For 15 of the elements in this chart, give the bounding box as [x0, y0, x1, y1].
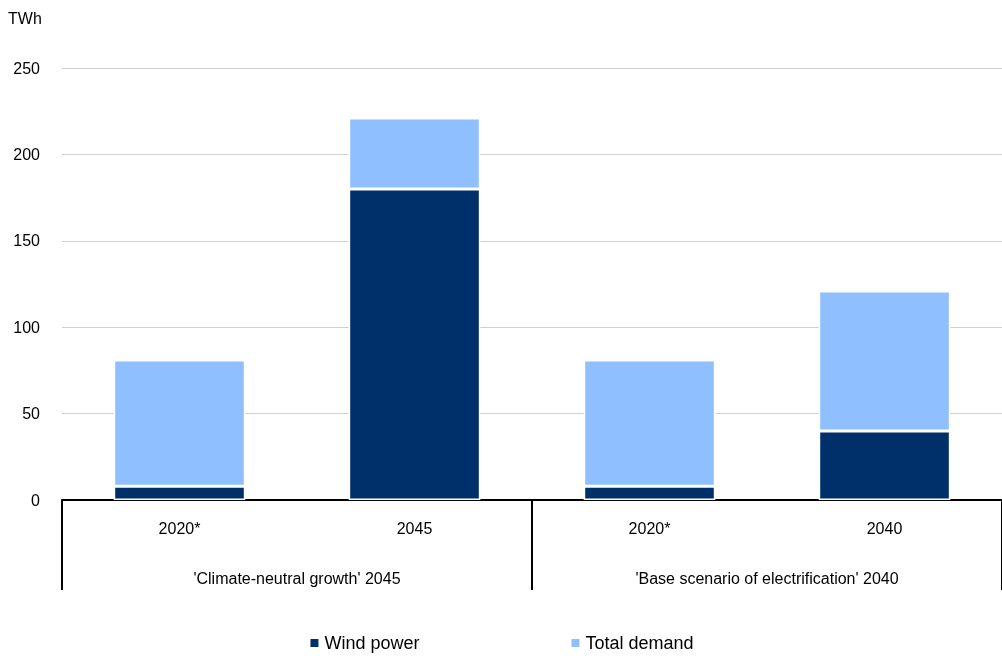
- x-tick-label: 2020*: [628, 519, 671, 537]
- y-tick-label: 50: [22, 405, 41, 423]
- x-tick-label: 2040: [866, 519, 903, 537]
- x-tick-label: 2020*: [158, 519, 201, 537]
- y-tick-label: 100: [13, 318, 41, 336]
- y-tick-label: 200: [13, 145, 41, 163]
- text: 'Climate-neutral growth' 2045: [193, 569, 401, 587]
- text: 'Base scenario of electrification' 2040: [635, 569, 899, 587]
- y-tick-label: 150: [13, 232, 41, 250]
- x-tick-label: 2045: [396, 519, 433, 537]
- y-axis-title: TWh: [8, 9, 42, 27]
- legend-label: Wind power: [324, 633, 420, 653]
- y-tick-label: 0: [31, 491, 41, 509]
- y-tick-label: 250: [13, 59, 41, 77]
- legend-label: Total demand: [585, 633, 694, 653]
